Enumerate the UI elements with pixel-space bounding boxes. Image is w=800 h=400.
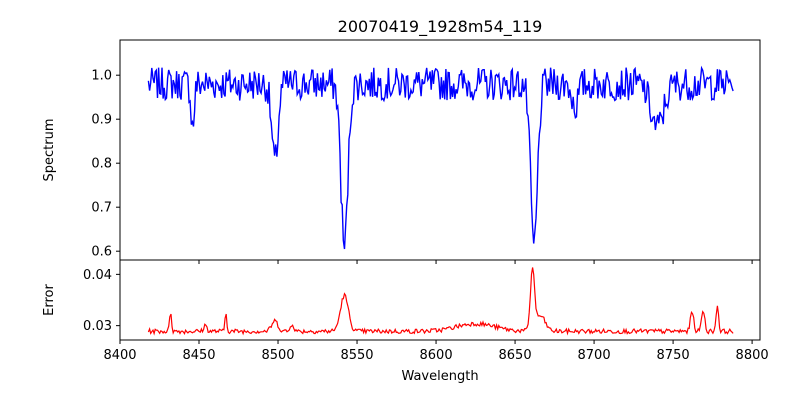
error-y-ticks: 0.03 0.04: [83, 268, 120, 334]
spectrum-y-tick-label: 0.9: [91, 113, 112, 128]
spectrum-y-tick-label: 0.7: [91, 201, 112, 216]
spectrum-y-tick-label: 0.8: [91, 157, 112, 172]
chart-title: 20070419_1928m54_119: [338, 17, 543, 37]
x-tick-label: 8600: [420, 348, 453, 363]
x-tick-label: 8650: [499, 348, 532, 363]
spectrum-line: [147, 65, 734, 250]
error-panel: 0.03 0.04 8400 8450 8500 8550 8600 8650 8700 875…: [42, 259, 769, 384]
x-tick-label: 8700: [578, 348, 611, 363]
error-y-axis-label: Error: [42, 284, 57, 316]
x-axis-label: Wavelength: [401, 369, 478, 384]
error-y-tick-label: 0.04: [83, 268, 112, 283]
x-tick-label: 8450: [182, 348, 215, 363]
spectrum-y-tick-label: 0.6: [91, 245, 112, 260]
spectrum-y-axis-label: Spectrum: [42, 119, 57, 182]
x-tick-label: 8750: [657, 348, 690, 363]
spectrum-panel: 0.6 0.7 0.8 0.9 1.0 Spectrum: [42, 39, 761, 264]
x-tick-label: 8800: [736, 348, 769, 363]
x-tick-label: 8400: [103, 348, 136, 363]
spectrum-series: [147, 65, 734, 250]
spectrum-y-ticks: 0.6 0.7 0.8 0.9 1.0: [91, 69, 753, 264]
error-plot-frame: [119, 259, 761, 341]
x-axis-ticks: 8400 8450 8500 8550 8600 8650 8700 8750 8800: [103, 340, 769, 363]
error-y-tick-label: 0.03: [83, 319, 112, 334]
error-series: [147, 267, 734, 336]
spectrum-y-tick-label: 1.0: [91, 69, 112, 84]
x-tick-label: 8550: [340, 348, 373, 363]
error-line: [147, 267, 734, 336]
x-tick-label: 8500: [261, 348, 294, 363]
